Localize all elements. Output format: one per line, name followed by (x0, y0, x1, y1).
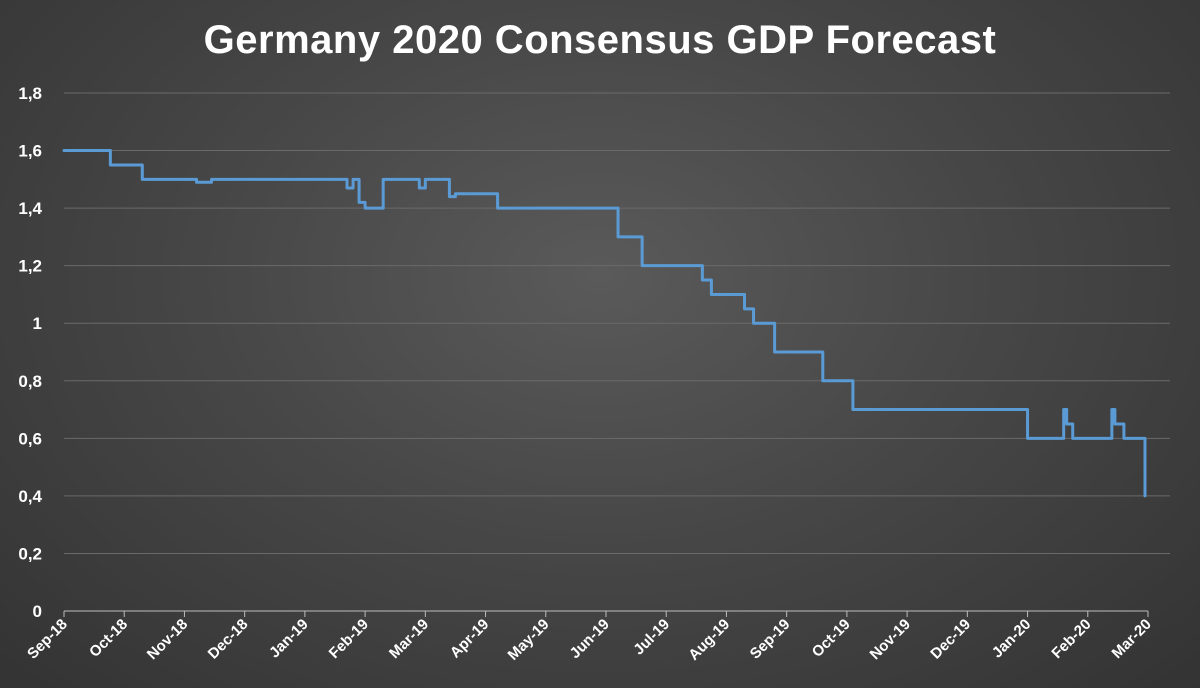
data-point (701, 279, 704, 281)
data-point (1062, 408, 1065, 411)
x-tick-label: Aug-19 (685, 616, 733, 664)
data-point (496, 207, 499, 209)
x-tick-label: Feb-19 (326, 616, 372, 662)
x-tick-label: Sep-18 (24, 616, 71, 663)
x-tick-label: Nov-19 (867, 616, 914, 663)
x-tick-label: Jul-19 (630, 616, 673, 659)
data-point (195, 181, 198, 184)
data-point (358, 201, 360, 204)
data-point (1071, 437, 1074, 440)
y-tick-label: 0,8 (18, 372, 42, 391)
data-point (852, 408, 854, 411)
data-point (454, 192, 457, 195)
x-tick-label: Mar-20 (1109, 616, 1155, 662)
y-tick-label: 1,4 (18, 199, 42, 218)
data-point (63, 149, 65, 152)
y-tick-label: 0,2 (18, 544, 42, 563)
y-tick-label: 0,4 (18, 487, 42, 506)
x-tick-label: Oct-18 (86, 616, 131, 661)
x-axis (63, 610, 1149, 617)
data-point (210, 178, 213, 181)
data-point (1144, 495, 1146, 497)
x-tick-label: Apr-19 (447, 616, 493, 662)
data-point (418, 187, 421, 189)
y-tick-label: 1,2 (18, 257, 42, 276)
gridlines (64, 92, 1170, 554)
data-point (1093, 437, 1095, 440)
data-point (1111, 408, 1113, 411)
y-tick-label: 1 (33, 314, 42, 333)
data-point (448, 195, 451, 198)
x-tick-label: May-19 (505, 616, 553, 664)
x-tick-label: Dec-19 (927, 616, 974, 663)
data-point (373, 207, 375, 209)
data-point (466, 192, 469, 195)
data-point (1026, 437, 1029, 440)
data-point (1114, 423, 1116, 425)
y-tick-label: 0 (33, 602, 42, 621)
x-tick-label: Oct-19 (809, 616, 854, 661)
x-tick-label: Nov-18 (144, 616, 191, 663)
x-tick-label: Jun-19 (567, 616, 613, 662)
y-axis-ticks: 0 0,2 0,4 0,6 0,8 1 1,2 1,4 1,6 1,8 (18, 84, 42, 621)
data-point (710, 293, 713, 296)
data-point (822, 379, 824, 382)
x-tick-label: Mar-19 (386, 616, 432, 662)
x-axis-ticks: Sep-18 Oct-18 Nov-18 Dec-18 Jan-19 Feb-19 Mar-… (24, 616, 1155, 664)
data-point (364, 207, 366, 209)
data-point (617, 236, 619, 238)
data-point (1065, 423, 1068, 425)
x-tick-label: Jan-20 (989, 616, 1035, 662)
data-point (641, 264, 643, 267)
chart-title: Germany 2020 Consensus GDP Forecast (203, 18, 997, 62)
data-point (109, 164, 112, 166)
data-point (352, 178, 354, 181)
y-tick-label: 1,8 (18, 84, 42, 103)
data-point (785, 351, 788, 353)
y-tick-label: 0,6 (18, 429, 42, 448)
data-point (752, 322, 755, 325)
data-point (1123, 437, 1125, 440)
x-tick-label: Feb-20 (1048, 616, 1094, 662)
x-tick-label: Jan-19 (266, 616, 312, 662)
x-tick-label: Dec-18 (205, 616, 252, 663)
data-point (743, 308, 746, 310)
data-point (424, 178, 427, 181)
data-point (141, 178, 144, 181)
data-point (773, 351, 776, 353)
data-point (346, 187, 348, 189)
y-tick-label: 1,6 (18, 142, 42, 161)
data-point (382, 178, 384, 181)
series-group (62, 149, 1147, 498)
x-tick-label: Sep-19 (747, 616, 794, 663)
